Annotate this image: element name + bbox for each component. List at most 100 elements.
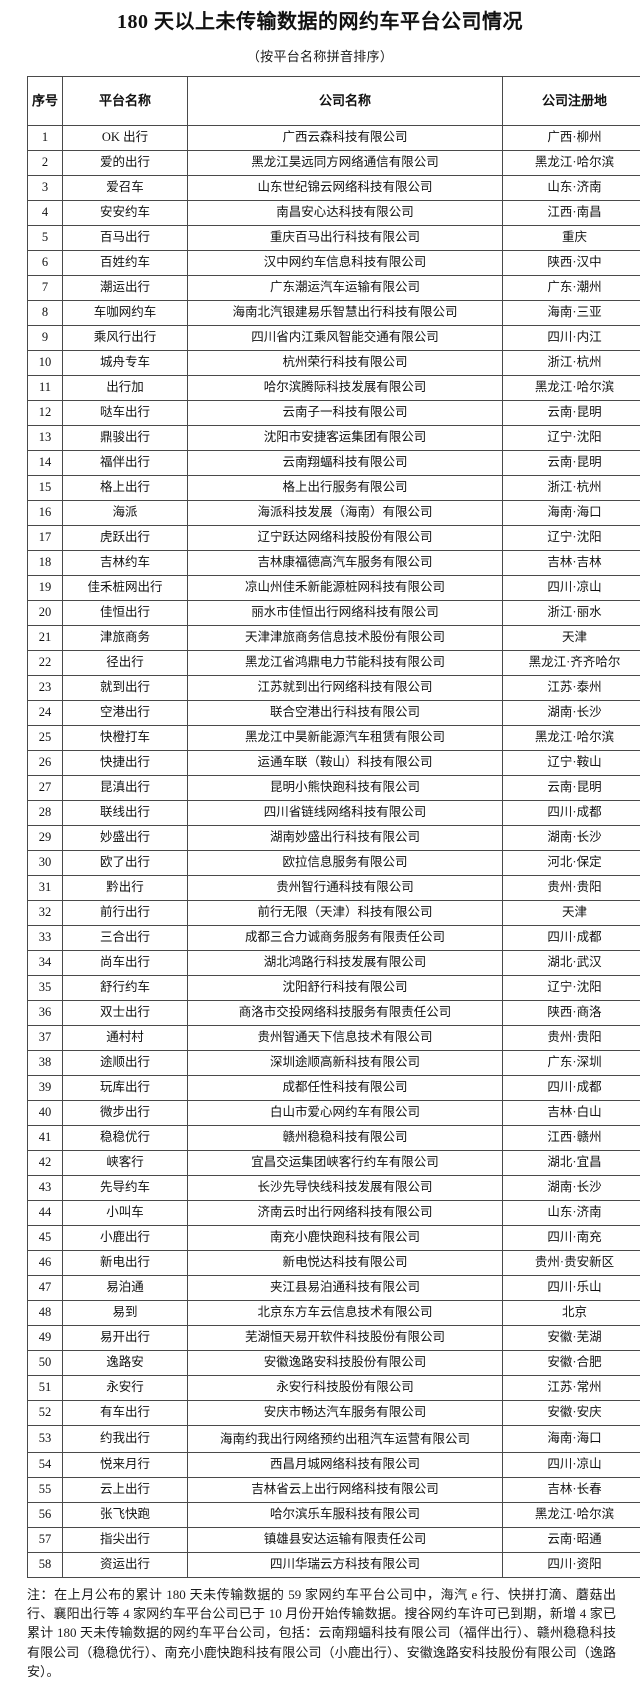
cell-company-name: 商洛市交投网络科技服务有限责任公司: [188, 1001, 503, 1026]
cell-index: 8: [28, 301, 63, 326]
cell-index: 48: [28, 1301, 63, 1326]
cell-company-name: 四川省链线网络科技有限公司: [188, 801, 503, 826]
cell-company-name: 昆明小熊快跑科技有限公司: [188, 776, 503, 801]
cell-company-name: 安庆市畅达汽车服务有限公司: [188, 1401, 503, 1426]
cell-index: 28: [28, 801, 63, 826]
cell-company-name: 联合空港出行科技有限公司: [188, 701, 503, 726]
table-header-row: 序号 平台名称 公司名称 公司注册地: [28, 77, 640, 126]
cell-company-name: 四川省内江乘风智能交通有限公司: [188, 326, 503, 351]
cell-platform-name: 稳稳优行: [63, 1126, 188, 1151]
cell-company-name: 湖北鸿路行科技发展有限公司: [188, 951, 503, 976]
cell-index: 12: [28, 401, 63, 426]
cell-index: 44: [28, 1201, 63, 1226]
cell-index: 30: [28, 851, 63, 876]
cell-platform-name: 车咖网约车: [63, 301, 188, 326]
page-subtitle: （按平台名称拼音排序）: [20, 46, 620, 65]
cell-platform-name: 潮运出行: [63, 276, 188, 301]
cell-company-name: 黑龙江省鸿鼎电力节能科技有限公司: [188, 651, 503, 676]
cell-registration-region: 湖南·长沙: [503, 1176, 640, 1201]
cell-platform-name: 玩库出行: [63, 1076, 188, 1101]
cell-company-name: 新电悦达科技有限公司: [188, 1251, 503, 1276]
cell-platform-name: 佳恒出行: [63, 601, 188, 626]
cell-index: 58: [28, 1553, 63, 1578]
cell-platform-name: 津旅商务: [63, 626, 188, 651]
cell-index: 39: [28, 1076, 63, 1101]
cell-registration-region: 湖北·宜昌: [503, 1151, 640, 1176]
cell-registration-region: 吉林·吉林: [503, 551, 640, 576]
cell-company-name: 杭州荣行科技有限公司: [188, 351, 503, 376]
cell-registration-region: 海南·海口: [503, 1426, 640, 1453]
cell-registration-region: 四川·凉山: [503, 576, 640, 601]
cell-platform-name: 双士出行: [63, 1001, 188, 1026]
cell-index: 31: [28, 876, 63, 901]
cell-platform-name: 小鹿出行: [63, 1226, 188, 1251]
cell-index: 45: [28, 1226, 63, 1251]
cell-platform-name: 快橙打车: [63, 726, 188, 751]
cell-platform-name: 逸路安: [63, 1351, 188, 1376]
cell-platform-name: 小叫车: [63, 1201, 188, 1226]
cell-index: 16: [28, 501, 63, 526]
cell-registration-region: 贵州·贵安新区: [503, 1251, 640, 1276]
cell-index: 2: [28, 151, 63, 176]
cell-company-name: 永安行科技股份有限公司: [188, 1376, 503, 1401]
cell-platform-name: 微步出行: [63, 1101, 188, 1126]
cell-company-name: 江苏就到出行网络科技有限公司: [188, 676, 503, 701]
cell-registration-region: 黑龙江·齐齐哈尔: [503, 651, 640, 676]
cell-platform-name: 妙盛出行: [63, 826, 188, 851]
cell-index: 56: [28, 1503, 63, 1528]
column-header-index: 序号: [28, 77, 63, 126]
cell-registration-region: 江西·南昌: [503, 201, 640, 226]
cell-index: 25: [28, 726, 63, 751]
cell-registration-region: 广东·潮州: [503, 276, 640, 301]
cell-company-name: 长沙先导快线科技发展有限公司: [188, 1176, 503, 1201]
cell-company-name: 赣州稳稳科技有限公司: [188, 1126, 503, 1151]
cell-company-name: 辽宁跃达网络科技股份有限公司: [188, 526, 503, 551]
cell-registration-region: 云南·昆明: [503, 451, 640, 476]
cell-platform-name: 爱的出行: [63, 151, 188, 176]
cell-platform-name: 径出行: [63, 651, 188, 676]
cell-registration-region: 贵州·贵阳: [503, 876, 640, 901]
cell-company-name: 南昌安心达科技有限公司: [188, 201, 503, 226]
cell-company-name: 白山市爱心网约车有限公司: [188, 1101, 503, 1126]
cell-company-name: 天津津旅商务信息技术股份有限公司: [188, 626, 503, 651]
cell-company-name: 吉林康福德高汽车服务有限公司: [188, 551, 503, 576]
cell-registration-region: 四川·凉山: [503, 1453, 640, 1478]
cell-company-name: 欧拉信息服务有限公司: [188, 851, 503, 876]
cell-company-name: 运通车联（鞍山）科技有限公司: [188, 751, 503, 776]
cell-index: 6: [28, 251, 63, 276]
cell-company-name: 哈尔滨乐车服科技有限公司: [188, 1503, 503, 1528]
cell-registration-region: 吉林·长春: [503, 1478, 640, 1503]
cell-index: 33: [28, 926, 63, 951]
cell-registration-region: 安徽·合肥: [503, 1351, 640, 1376]
cell-registration-region: 四川·资阳: [503, 1553, 640, 1578]
cell-index: 46: [28, 1251, 63, 1276]
cell-registration-region: 吉林·白山: [503, 1101, 640, 1126]
cell-index: 4: [28, 201, 63, 226]
cell-index: 42: [28, 1151, 63, 1176]
cell-company-name: 海南约我出行网络预约出租汽车运营有限公司: [188, 1426, 503, 1453]
cell-index: 54: [28, 1453, 63, 1478]
cell-company-name: 成都任性科技有限公司: [188, 1076, 503, 1101]
cell-company-name: 汉中网约车信息科技有限公司: [188, 251, 503, 276]
column-header-region: 公司注册地: [503, 77, 640, 126]
cell-registration-region: 重庆: [503, 226, 640, 251]
